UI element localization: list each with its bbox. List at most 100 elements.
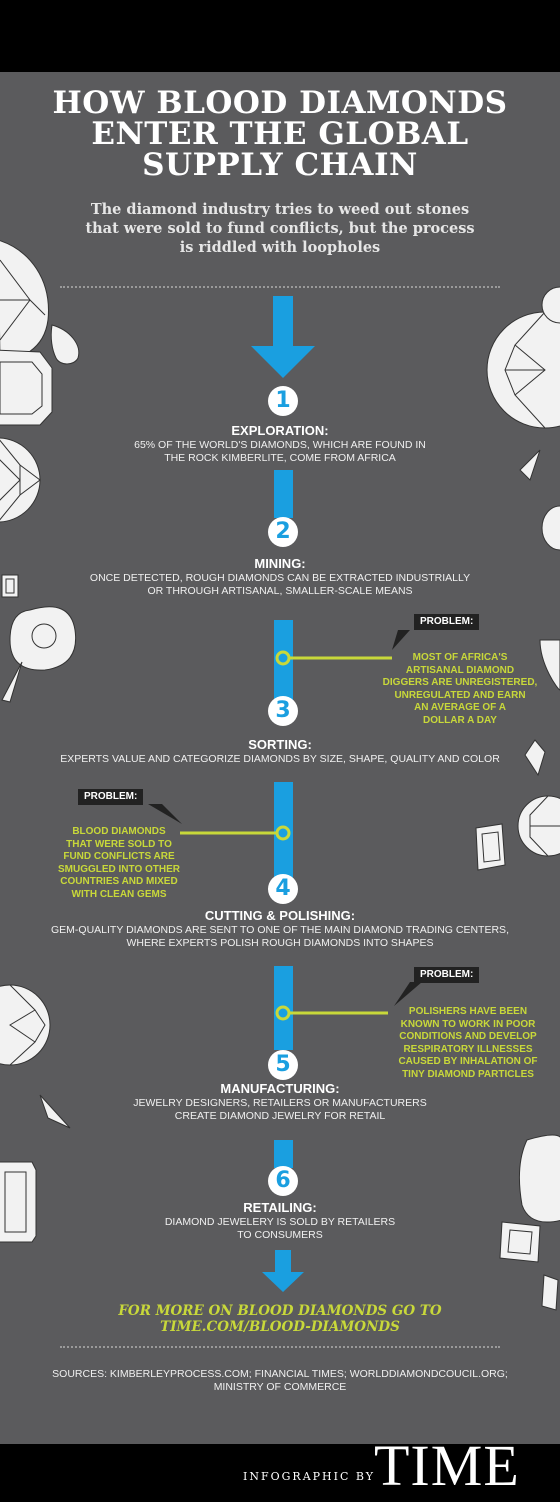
emerald-cut-diamond-icon xyxy=(0,349,53,426)
step-number-3: 3 xyxy=(268,696,298,726)
problem-line: MOST OF AFRICA'S xyxy=(412,652,508,663)
problem-line: SMUGGLED INTO OTHER xyxy=(57,863,181,875)
problem-line: WITH CLEAN GEMS xyxy=(71,888,167,900)
cushion-right-icon xyxy=(518,1134,560,1223)
step-number-2: 2 xyxy=(268,517,298,547)
more-info-link[interactable]: FOR MORE ON BLOOD DIAMONDS GO TO TIME.CO… xyxy=(60,1303,500,1335)
dotted-divider xyxy=(60,286,500,288)
down-arrow-icon xyxy=(251,296,315,378)
down-arrow-small-icon xyxy=(262,1250,304,1292)
sources-line: MINISTRY OF COMMERCE xyxy=(213,1381,347,1393)
problem-line: POLISHERS HAVE BEEN xyxy=(408,1006,528,1017)
problem-line: UNREGULATED AND EARN xyxy=(394,689,526,701)
subtitle-line: The diamond industry tries to weed out s… xyxy=(90,201,470,218)
stage-title: CUTTING & POLISHING: xyxy=(204,908,356,923)
problem-line: CONDITIONS AND DEVELOP xyxy=(399,1031,537,1042)
subtitle: The diamond industry tries to weed out s… xyxy=(60,200,500,257)
time-logo: TIME xyxy=(374,1433,520,1498)
byline: INFOGRAPHIC BY xyxy=(243,1470,376,1483)
problem-line: RESPIRATORY ILLNESSES xyxy=(403,1043,533,1055)
title-line: ENTER THE GLOBAL xyxy=(91,116,469,152)
problem-node xyxy=(275,825,291,841)
stage-desc-line: WHERE EXPERTS POLISH ROUGH DIAMONDS INTO… xyxy=(126,937,434,949)
flow-bar xyxy=(274,1140,293,1168)
stage-desc-line: CREATE DIAMOND JEWELRY FOR RETAIL xyxy=(174,1110,386,1122)
step-number-4: 4 xyxy=(268,874,298,904)
problem-node xyxy=(275,1005,291,1021)
step-number-6: 6 xyxy=(268,1166,298,1196)
link-line[interactable]: FOR MORE ON BLOOD DIAMONDS GO TO xyxy=(118,1303,442,1319)
problem-badge: PROBLEM: xyxy=(78,789,144,805)
stage-desc-line: GEM-QUALITY DIAMONDS ARE SENT TO ONE OF … xyxy=(51,924,509,936)
emerald-right-2-icon xyxy=(541,1274,559,1311)
page-title: HOW BLOOD DIAMONDS ENTER THE GLOBAL SUPP… xyxy=(0,88,560,181)
stage-description: 65% OF THE WORLD'S DIAMONDS, WHICH ARE F… xyxy=(20,439,540,465)
subtitle-line: is riddled with loopholes xyxy=(179,239,381,256)
problem-text: POLISHERS HAVE BEEN KNOWN TO WORK IN POO… xyxy=(378,1006,558,1081)
badge-pointer xyxy=(148,804,182,824)
pear-right-icon xyxy=(539,639,560,691)
problem-line: DOLLAR A DAY xyxy=(423,714,497,726)
emerald-right-icon xyxy=(475,823,506,871)
problem-line: AN AVERAGE OF A xyxy=(414,702,506,713)
title-line: HOW BLOOD DIAMONDS xyxy=(52,85,508,121)
small-pear-diamond-icon xyxy=(50,324,80,365)
problem-line: DIGGERS ARE UNREGISTERED, xyxy=(382,677,538,688)
partial-oval-right-icon xyxy=(541,505,560,551)
round-diamond-icon xyxy=(0,437,41,523)
marquise-diamond-icon xyxy=(1,661,23,703)
stage-desc-line: 65% OF THE WORLD'S DIAMONDS, WHICH ARE F… xyxy=(134,439,426,451)
marquise-left-icon xyxy=(39,1094,71,1129)
small-square-diamond-icon xyxy=(1,574,19,598)
stage-desc-line: ONCE DETECTED, ROUGH DIAMONDS CAN BE EXT… xyxy=(89,572,471,584)
emerald-left-icon xyxy=(0,1161,37,1243)
square-right-icon xyxy=(499,1221,541,1263)
badge-pointer xyxy=(394,982,422,1006)
stage-title: RETAILING: xyxy=(243,1200,317,1215)
sources: SOURCES: KIMBERLEYPROCESS.COM; FINANCIAL… xyxy=(40,1368,520,1394)
stage-desc-line: EXPERTS VALUE AND CATEGORIZE DIAMONDS BY… xyxy=(60,753,500,765)
stage-title: SORTING: xyxy=(248,737,312,752)
problem-node xyxy=(275,650,291,666)
link-line[interactable]: TIME.COM/BLOOD-DIAMONDS xyxy=(160,1319,400,1335)
problem-line: BLOOD DIAMONDS xyxy=(72,826,166,837)
stage-description: GEM-QUALITY DIAMONDS ARE SENT TO ONE OF … xyxy=(20,924,540,950)
problem-line: KNOWN TO WORK IN POOR xyxy=(400,1018,536,1030)
problem-badge: PROBLEM: xyxy=(414,614,480,630)
top-bar xyxy=(0,0,560,72)
problem-text: BLOOD DIAMONDS THAT WERE SOLD TO FUND CO… xyxy=(44,826,194,901)
stage-desc-line: DIAMOND JEWELERY IS SOLD BY RETAILERS xyxy=(164,1216,396,1228)
sources-line: SOURCES: KIMBERLEYPROCESS.COM; FINANCIAL… xyxy=(52,1368,508,1380)
step-number-5: 5 xyxy=(268,1050,298,1080)
dotted-divider xyxy=(60,1346,500,1348)
round-diamond-right-2-icon xyxy=(517,795,560,857)
stage-description: JEWELRY DESIGNERS, RETAILERS OR MANUFACT… xyxy=(20,1097,540,1123)
flow-bar xyxy=(274,470,293,518)
stage-description: ONCE DETECTED, ROUGH DIAMONDS CAN BE EXT… xyxy=(20,572,540,598)
stage-description: EXPERTS VALUE AND CATEGORIZE DIAMONDS BY… xyxy=(20,753,540,766)
marquise-right-icon xyxy=(519,449,541,481)
problem-line: CAUSED BY INHALATION OF xyxy=(398,1056,538,1067)
step-number-1: 1 xyxy=(268,386,298,416)
stage-description: DIAMOND JEWELERY IS SOLD BY RETAILERS TO… xyxy=(20,1216,540,1242)
bottom-bar xyxy=(0,1444,560,1502)
stage-title: EXPLORATION: xyxy=(231,423,329,438)
stage-desc-line: JEWELRY DESIGNERS, RETAILERS OR MANUFACT… xyxy=(133,1097,427,1109)
problem-line: TINY DIAMOND PARTICLES xyxy=(402,1068,534,1080)
problem-line: COUNTRIES AND MIXED xyxy=(60,876,178,887)
problem-badge: PROBLEM: xyxy=(414,967,480,983)
title-line: SUPPLY CHAIN xyxy=(142,147,418,183)
subtitle-line: that were sold to fund conflicts, but th… xyxy=(85,220,475,237)
problem-line: FUND CONFLICTS ARE xyxy=(63,851,175,862)
round-diamond-left-2-icon xyxy=(0,984,51,1066)
problem-text: MOST OF AFRICA'S ARTISANAL DIAMOND DIGGE… xyxy=(372,652,548,727)
stage-desc-line: OR THROUGH ARTISANAL, SMALLER-SCALE MEAN… xyxy=(147,585,413,597)
problem-line: ARTISANAL DIAMOND xyxy=(405,664,515,676)
marquise-right-2-icon xyxy=(524,739,546,777)
stage-title: MINING: xyxy=(254,556,306,571)
partial-round-right-top-icon xyxy=(541,286,560,324)
stage-desc-line: TO CONSUMERS xyxy=(237,1229,323,1241)
stage-title: MANUFACTURING: xyxy=(220,1081,340,1096)
